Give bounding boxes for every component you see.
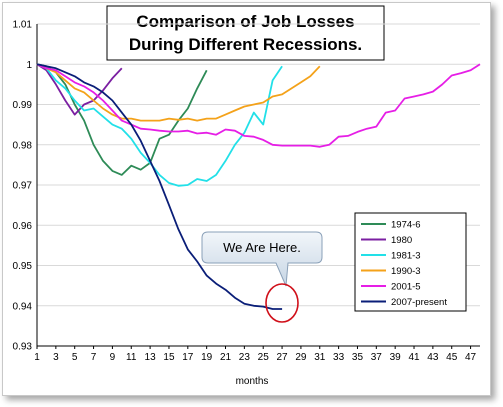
x-tick-label: 5: [72, 352, 78, 363]
annotation-callout: We Are Here.: [201, 231, 323, 323]
x-axis-label: months: [236, 376, 269, 387]
x-tick-label: 37: [371, 352, 383, 363]
y-tick-label: 0.97: [13, 181, 33, 192]
chart-title-line-1: Comparison of Job Losses: [136, 12, 354, 31]
legend-label: 2007-present: [391, 297, 447, 308]
series-line-1990-3: [36, 63, 321, 122]
highlight-circle: [265, 283, 299, 323]
series-line-2007-present: [36, 63, 283, 310]
title-box: Comparison of Job Losses During Differen…: [106, 5, 385, 61]
x-tick-label: 19: [201, 352, 213, 363]
legend-label: 2001-5: [391, 282, 421, 293]
chart-title-line-2: During Different Recessions.: [129, 35, 362, 54]
x-tick-label: 29: [295, 352, 307, 363]
series-lines: [36, 63, 481, 310]
x-tick-label: 33: [333, 352, 345, 363]
y-tick-label: 0.98: [13, 140, 33, 151]
series-line-2001-5: [36, 63, 481, 148]
x-tick-label: 13: [145, 352, 157, 363]
x-tick-label: 3: [53, 352, 59, 363]
y-tick-label: 0.96: [13, 221, 33, 232]
x-tick-labels: 1 3 5 7 9 11 13 15 17 19 21 23 25 27 29 31 33 35 37 39 41 43 4…: [34, 346, 477, 363]
x-tick-label: 43: [427, 352, 439, 363]
x-tick-label: 7: [91, 352, 97, 363]
axes: [36, 24, 480, 347]
y-tick-label: 0.99: [13, 100, 33, 111]
callout-text: We Are Here.: [223, 240, 301, 255]
x-tick-label: 31: [314, 352, 326, 363]
x-tick-label: 47: [465, 352, 477, 363]
x-tick-label: 15: [163, 352, 175, 363]
x-tick-label: 25: [258, 352, 270, 363]
chart-frame: [2, 2, 491, 396]
y-tick-label: 1: [26, 60, 32, 71]
x-tick-label: 21: [220, 352, 232, 363]
x-tick-label: 39: [390, 352, 402, 363]
y-tick-label: 0.94: [13, 301, 33, 312]
y-tick-label: 0.93: [13, 342, 33, 353]
x-tick-label: 27: [277, 352, 289, 363]
y-tick-label: 0.95: [13, 261, 33, 272]
y-tick-labels: 0.93 0.94 0.95 0.96 0.97 0.98 0.99 1 1.01: [13, 20, 33, 353]
x-tick-label: 45: [446, 352, 458, 363]
x-tick-label: 23: [239, 352, 251, 363]
x-tick-label: 17: [182, 352, 194, 363]
y-tick-label: 1.01: [13, 20, 33, 31]
legend: 1974-6 1980 1981-3 1990-3 2001-5 2007-present: [354, 212, 467, 312]
series-line-1980: [36, 63, 123, 116]
legend-label: 1974-6: [391, 220, 421, 231]
x-tick-label: 9: [110, 352, 116, 363]
legend-label: 1980: [391, 235, 412, 246]
callout-bubble: [201, 231, 323, 287]
x-tick-label: 35: [352, 352, 364, 363]
legend-label: 1990-3: [391, 266, 421, 277]
x-tick-label: 11: [126, 352, 137, 363]
x-tick-label: 41: [408, 352, 420, 363]
x-tick-label: 1: [34, 352, 40, 363]
legend-label: 1981-3: [391, 251, 421, 262]
series-line-1981-3: [36, 63, 283, 187]
